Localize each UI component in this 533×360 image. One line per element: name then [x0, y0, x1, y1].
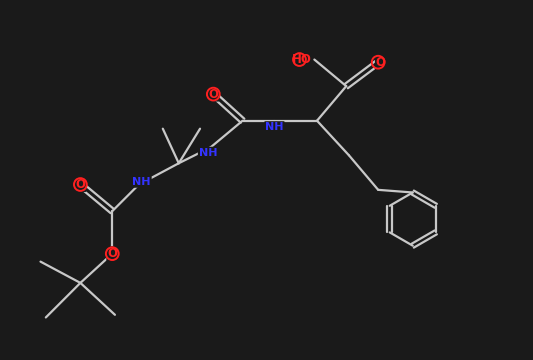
Text: O: O	[208, 87, 219, 101]
Text: O: O	[107, 247, 117, 260]
Text: NH: NH	[199, 148, 217, 158]
Text: O: O	[376, 56, 386, 69]
Text: HO: HO	[292, 53, 312, 66]
Text: NH: NH	[132, 177, 151, 187]
Text: NH: NH	[265, 122, 284, 132]
Text: O: O	[75, 178, 85, 191]
